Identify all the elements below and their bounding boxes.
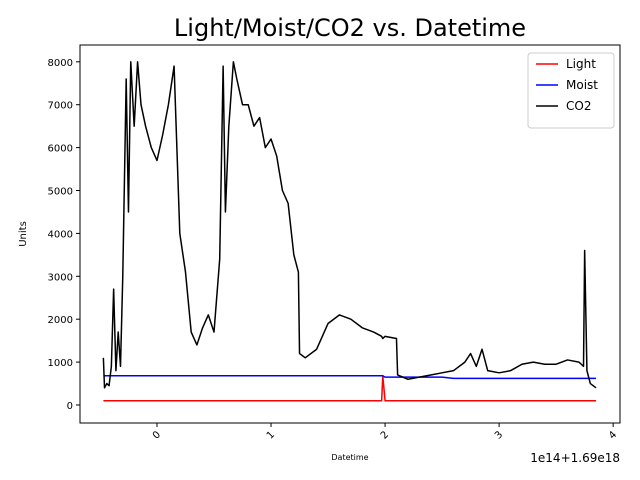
legend-label: Moist: [566, 78, 598, 92]
y-axis-label: Units: [18, 221, 29, 247]
y-tick-label: 6000: [48, 144, 73, 155]
line-series: [103, 375, 597, 402]
axes-frame: [79, 44, 621, 424]
chart-title: Light/Moist/CO2 vs. Datetime: [174, 14, 526, 42]
y-tick-label: 3000: [48, 272, 73, 283]
legend-frame: [527, 52, 615, 129]
line-series: [102, 61, 597, 389]
y-tick-label: 4000: [48, 229, 73, 240]
x-offset-text: 1e14+1.69e18: [530, 451, 620, 465]
y-tick-label: 0: [67, 401, 73, 412]
y-tick-label: 7000: [48, 101, 73, 112]
y-tick-label: 1000: [48, 358, 73, 369]
y-tick-label: 2000: [48, 315, 73, 326]
x-tick-label: 4: [607, 429, 619, 441]
x-tick-label: 3: [493, 429, 505, 441]
line-series: [103, 375, 597, 380]
x-tick-label: 0: [151, 429, 163, 441]
y-tick-label: 8000: [48, 58, 73, 69]
legend-label: Light: [566, 57, 596, 71]
legend-label: CO2: [566, 99, 591, 113]
y-tick-label: 5000: [48, 187, 73, 198]
x-tick-label: 2: [379, 429, 391, 441]
x-tick-label: 1: [265, 429, 277, 441]
x-axis-label: Datetime: [331, 453, 368, 462]
